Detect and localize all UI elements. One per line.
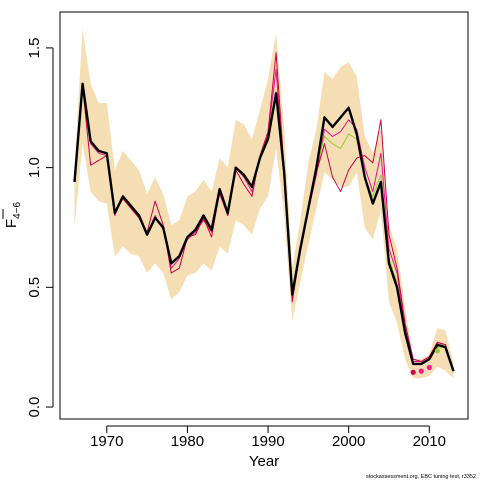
confidence-band: [74, 28, 454, 379]
x-tick-label: 1980: [171, 433, 204, 450]
footnote: stockassessment.org, EBC tuning test, r3…: [366, 474, 476, 480]
y-axis-title: F4−6: [3, 201, 23, 228]
x-tick-label: 1990: [251, 433, 284, 450]
y-axis-title-symbol: F: [3, 219, 20, 228]
endpoint-marker-4: [434, 348, 440, 354]
endpoint-marker-1: [410, 369, 416, 375]
series-line-1: [73, 82, 455, 372]
x-axis: 1970 1980 1990 2000 2010: [90, 425, 446, 450]
endpoint-markers-layer: [410, 348, 440, 375]
x-tick-label: 1970: [90, 433, 123, 450]
y-tick-label: 0.0: [26, 397, 43, 418]
y-axis-title-group: F4−6: [2, 201, 23, 228]
plot-frame: [59, 11, 469, 420]
endpoint-marker-2: [418, 368, 424, 374]
confidence-band-layer: [74, 28, 454, 379]
y-axis: 0.0 0.5 1.0 1.5: [26, 37, 54, 418]
y-tick-label: 1.5: [26, 37, 43, 58]
y-tick-label: 0.5: [26, 277, 43, 298]
y-tick-label: 1.0: [26, 157, 43, 178]
x-tick-label: 2010: [413, 433, 446, 450]
y-axis-title-subscript: 4−6: [12, 201, 23, 218]
x-axis-title: Year: [249, 453, 279, 470]
endpoint-marker-3: [426, 364, 432, 371]
x-tick-label: 2000: [332, 433, 365, 450]
series-lines-layer: [73, 52, 455, 372]
series-line-3: [74, 52, 454, 372]
